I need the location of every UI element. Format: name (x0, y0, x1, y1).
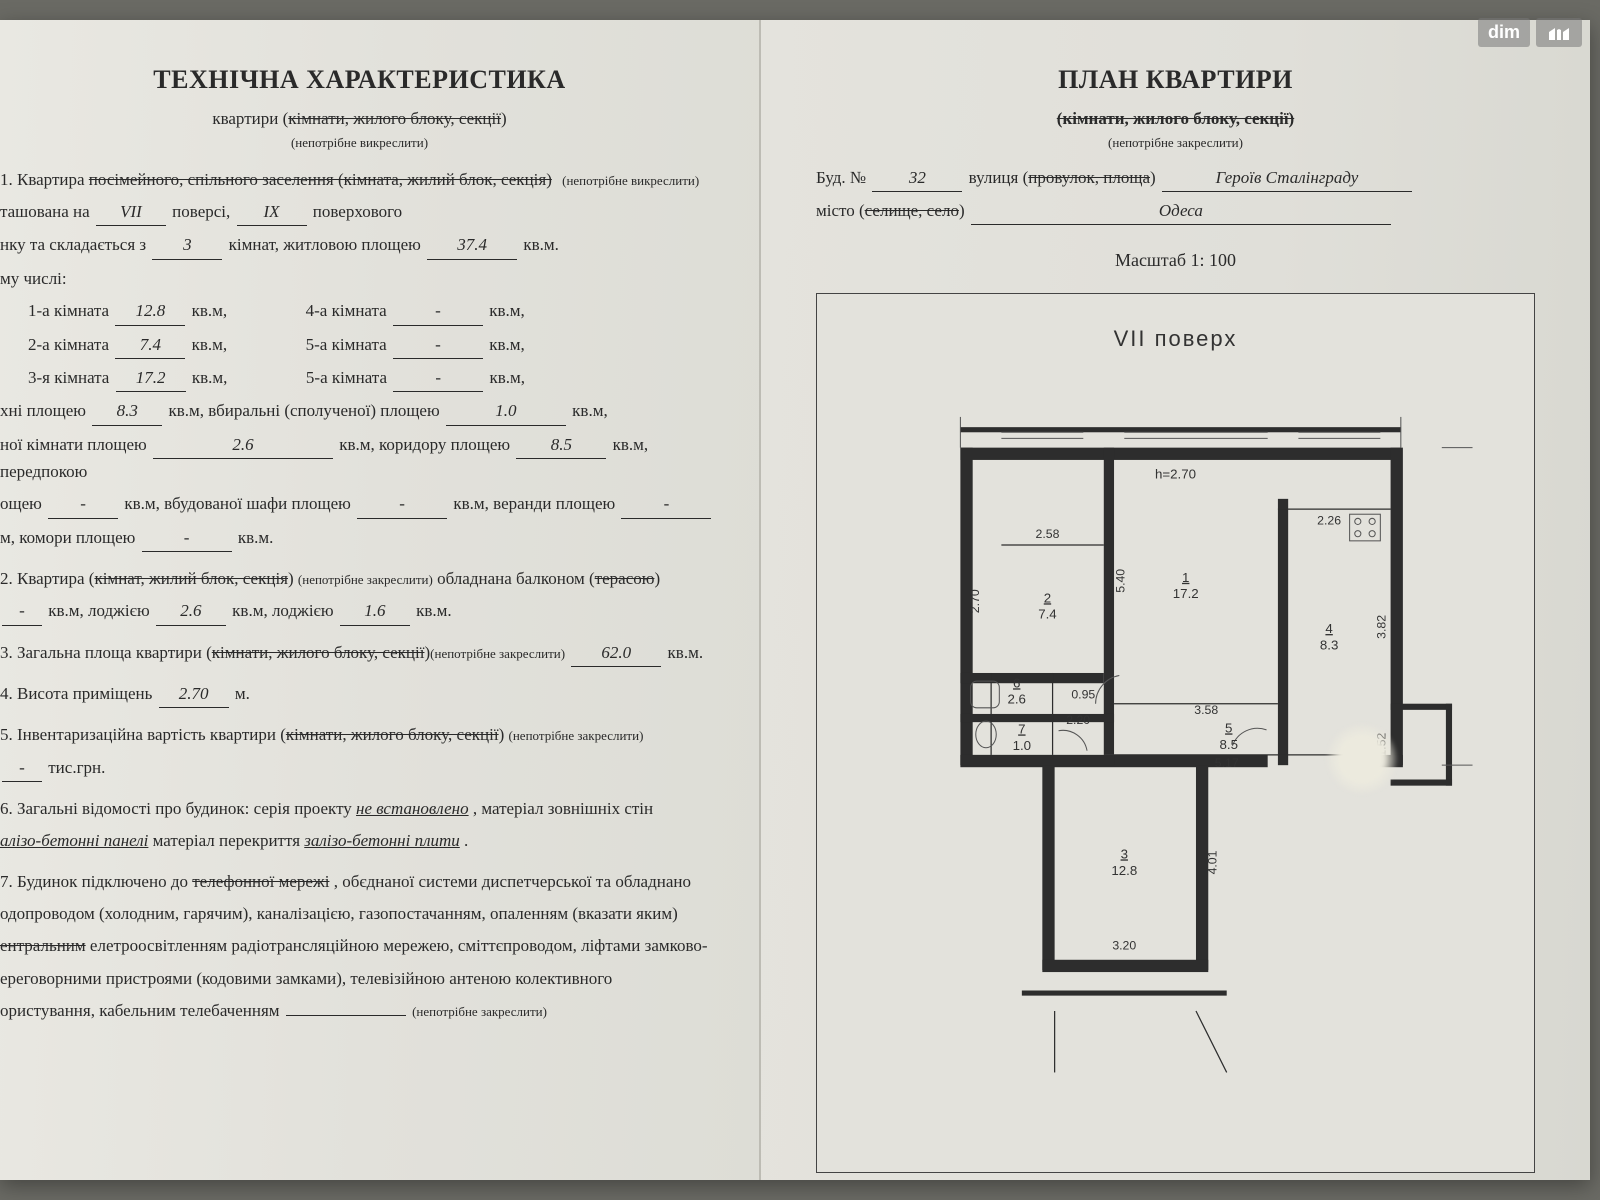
svg-text:2.70: 2.70 (968, 590, 982, 614)
val-total-area: 62.0 (571, 640, 661, 667)
val-kitchen: 8.3 (92, 398, 162, 425)
svg-text:5.40: 5.40 (1113, 569, 1127, 593)
svg-text:3.82: 3.82 (1374, 615, 1388, 639)
val-rooms: 3 (152, 232, 222, 259)
svg-text:6: 6 (1013, 676, 1020, 691)
watermark: dim (1478, 18, 1582, 47)
right-title: ПЛАН КВАРТИРИ (816, 60, 1535, 100)
svg-text:7.4: 7.4 (1038, 607, 1057, 622)
section-6: 6. Загальні відомості про будинок: серія… (0, 796, 719, 822)
val-floors-total: IX (237, 199, 307, 226)
svg-text:1: 1 (1182, 570, 1189, 585)
floor-plan-svg: h=2.70 1 17.2 27.4 312.8 4 8.3 58.5 62.6 71.0 2.58… (817, 294, 1534, 1195)
section-7: 7. Будинок підключено до телефонної мере… (0, 869, 719, 895)
section-1: 1. Квартира посімейного, спільного засел… (0, 167, 719, 193)
svg-text:7: 7 (1018, 722, 1025, 737)
svg-text:3.20: 3.20 (1112, 939, 1136, 953)
svg-text:2.58: 2.58 (1036, 527, 1060, 541)
val-floor: VII (96, 199, 166, 226)
svg-text:4: 4 (1325, 621, 1332, 636)
svg-text:8.5: 8.5 (1220, 737, 1239, 752)
svg-text:12.8: 12.8 (1111, 863, 1137, 878)
svg-text:0.95: 0.95 (1071, 688, 1095, 702)
val-corridor: 8.5 (516, 432, 606, 459)
room-row: 1-а кімната 12.8 кв.м, 4-а кімната - кв.… (0, 298, 719, 325)
svg-text:3.58: 3.58 (1194, 703, 1218, 717)
svg-text:2: 2 (1044, 591, 1051, 606)
val-loggia1: 2.6 (156, 598, 226, 625)
redaction-dot (1327, 724, 1397, 794)
left-sub-note: (непотрібне викреслити) (0, 133, 719, 153)
svg-text:5.17: 5.17 (1215, 757, 1239, 771)
svg-text:1.0: 1.0 (1013, 738, 1032, 753)
val-wc: 1.0 (446, 398, 566, 425)
address-line-2: місто (селище, село) Одеса (816, 198, 1535, 225)
svg-text:h=2.70: h=2.70 (1155, 467, 1196, 482)
section-5: 5. Інвентаризаційна вартість квартири (к… (0, 722, 719, 748)
watermark-text: dim (1478, 18, 1530, 47)
svg-text:2.6: 2.6 (1007, 692, 1026, 707)
val-loggia2: 1.6 (340, 598, 410, 625)
section-4: 4. Висота приміщень 2.70 м. (0, 681, 719, 708)
val-living-area: 37.4 (427, 232, 517, 259)
left-subtitle: квартири (кімнати, жилого блоку, секції) (0, 106, 719, 132)
val-bath: 2.6 (153, 432, 333, 459)
svg-text:17.2: 17.2 (1173, 587, 1199, 602)
val-height: 2.70 (159, 681, 229, 708)
section-3: 3. Загальна площа квартири (кімнати, жил… (0, 640, 719, 667)
left-title: ТЕХНІЧНА ХАРАКТЕРИСТИКА (0, 60, 719, 100)
svg-text:2.26: 2.26 (1317, 514, 1341, 528)
svg-text:5: 5 (1225, 721, 1232, 736)
svg-text:2.20: 2.20 (1066, 714, 1090, 728)
svg-text:4.01: 4.01 (1205, 851, 1219, 875)
scale-label: Масштаб 1: 100 (816, 247, 1535, 275)
section-2: 2. Квартира (кімнат, жилий блок, секція)… (0, 566, 719, 592)
val-street: Героїв Сталінграду (1162, 165, 1412, 192)
val-city: Одеса (971, 198, 1391, 225)
watermark-logo-icon (1536, 18, 1582, 47)
val-building-no: 32 (872, 165, 962, 192)
floor-plan: VII поверх h=2.70117.227.4312.848.358.56… (816, 293, 1535, 1173)
room-row: 3-я кімната 17.2 кв.м, 5-а кімната - кв.… (0, 365, 719, 392)
svg-text:3: 3 (1121, 847, 1128, 862)
address-line-1: Буд. № 32 вулиця (провулок, площа) Герої… (816, 165, 1535, 192)
page-left: ТЕХНІЧНА ХАРАКТЕРИСТИКА квартири (кімнат… (0, 20, 761, 1180)
svg-text:8.3: 8.3 (1320, 638, 1339, 653)
document-spread: ТЕХНІЧНА ХАРАКТЕРИСТИКА квартири (кімнат… (0, 20, 1590, 1180)
room-row: 2-а кімната 7.4 кв.м, 5-а кімната - кв.м… (0, 332, 719, 359)
page-right: ПЛАН КВАРТИРИ (кімнати, жилого блоку, се… (761, 20, 1590, 1180)
